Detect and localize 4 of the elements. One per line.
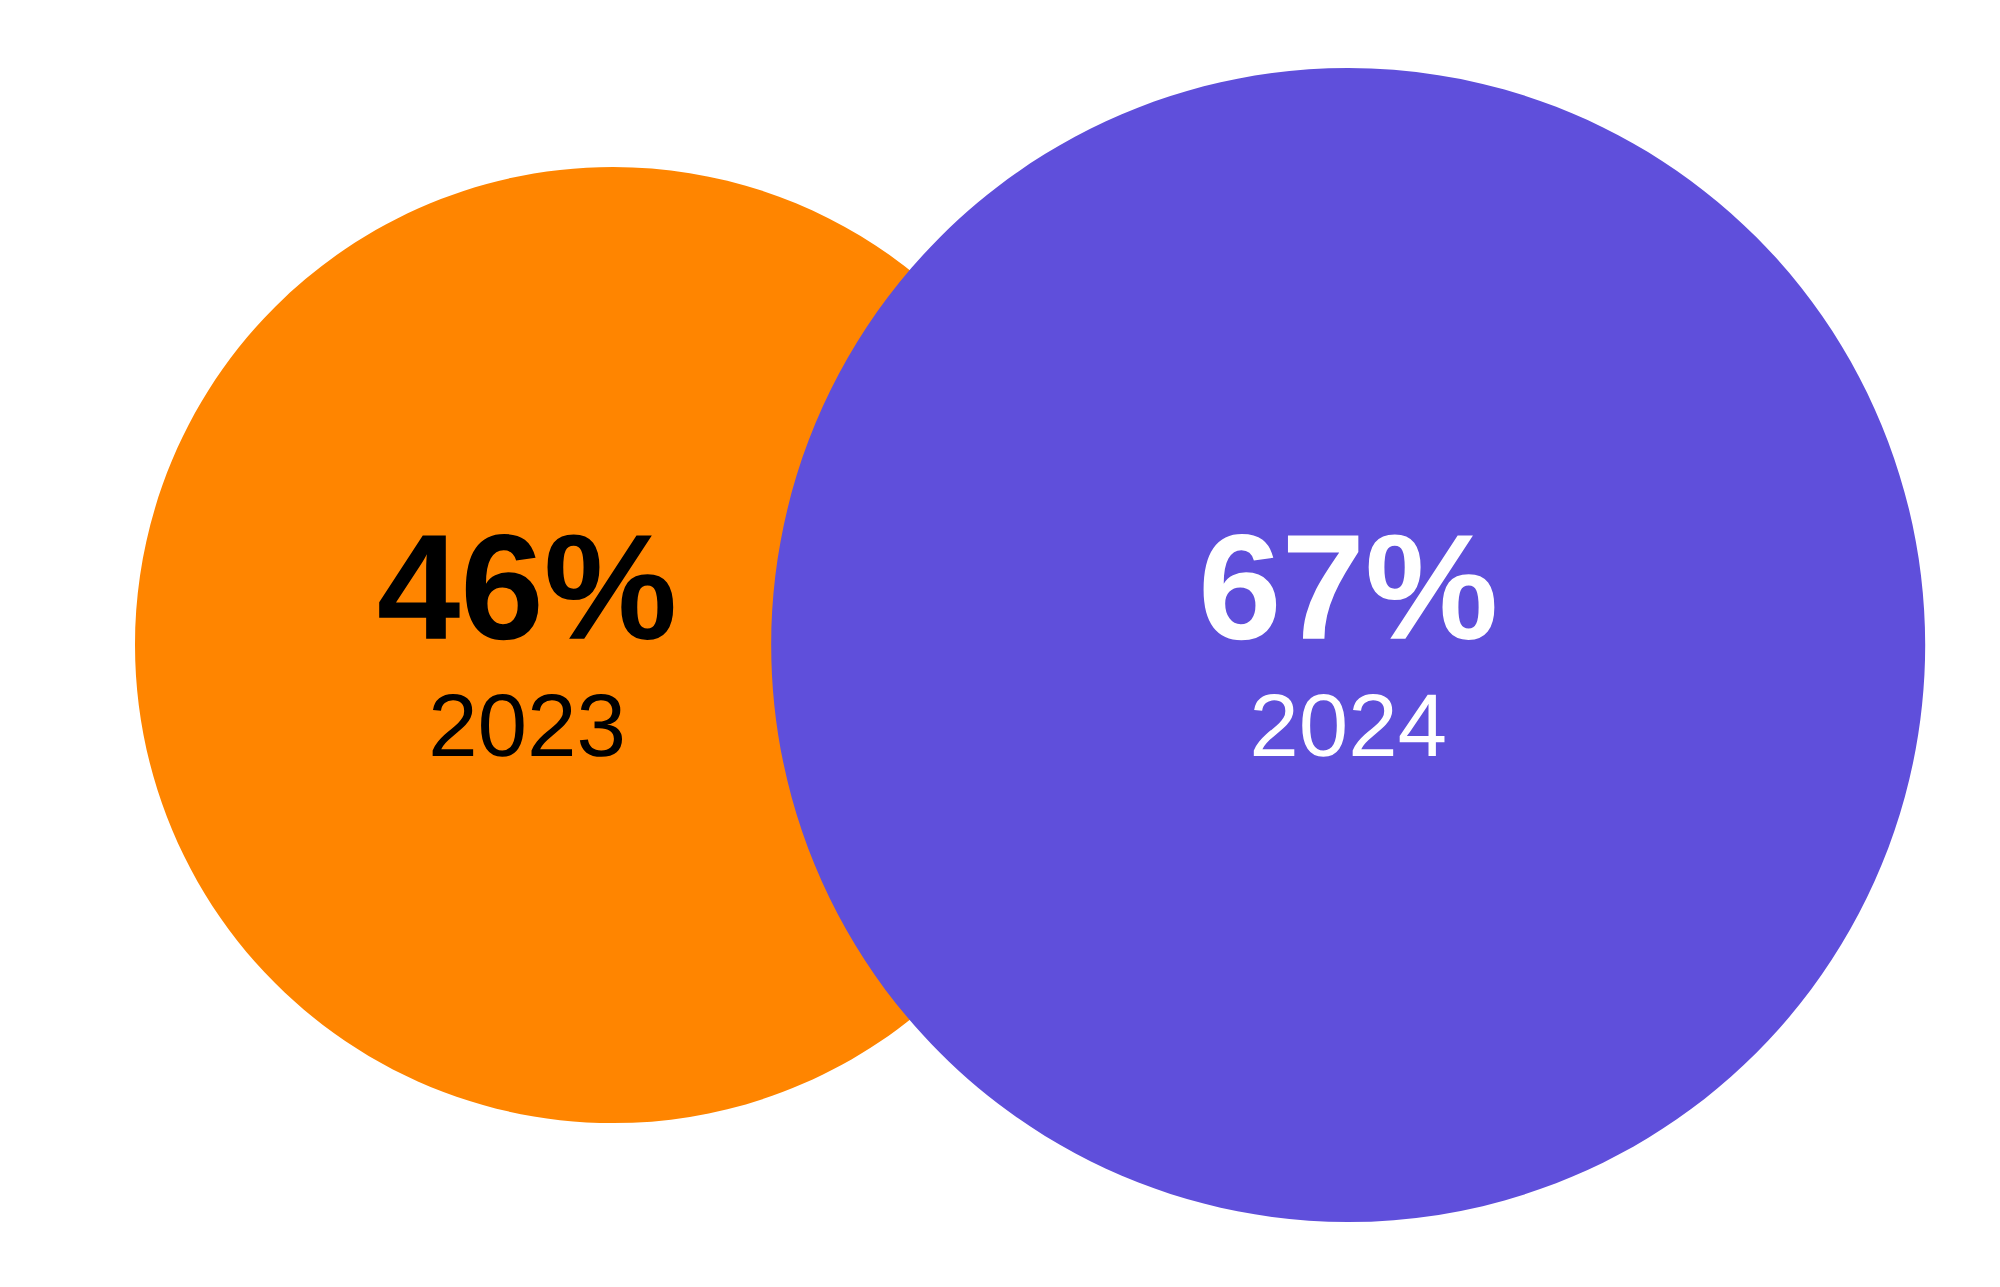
category-label: 2023 (432, 693, 623, 757)
data-label: 67% (1203, 534, 1495, 641)
category-label: 2024 (1253, 693, 1445, 757)
data-label: 46% (379, 534, 674, 641)
